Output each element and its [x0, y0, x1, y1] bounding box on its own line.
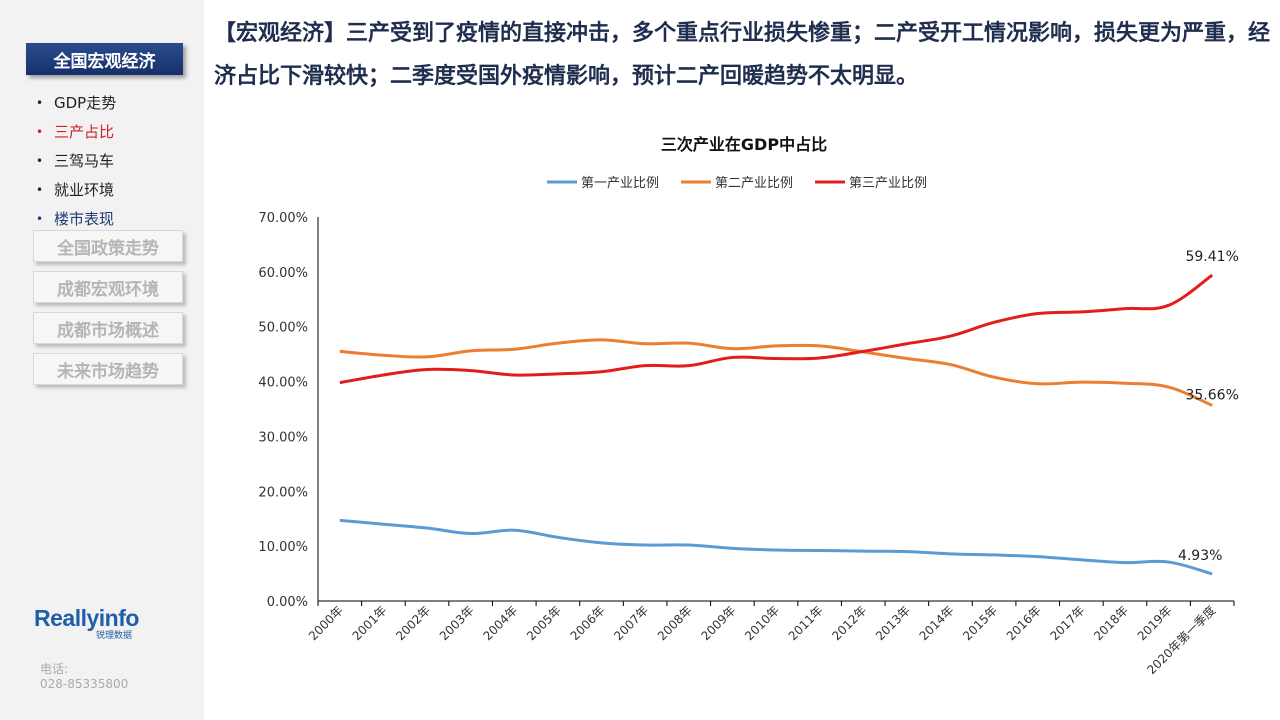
logo-subtext: 锐理数据 — [96, 631, 133, 641]
sub-nav-label: 三驾马车 — [54, 152, 115, 170]
sub-nav-item-industry-share[interactable]: • 三产占比 — [36, 117, 116, 146]
y-tick-label: 10.00% — [258, 540, 308, 555]
data-labels: 4.93% 35.66% 59.41% — [1178, 249, 1239, 564]
x-axis: 2000年 2001年 2002年 2003年 2004年 2005年 2006年 2007年… — [306, 600, 1235, 677]
end-data-label: 35.66% — [1185, 387, 1238, 403]
bullet-icon: • — [36, 211, 44, 226]
y-tick-label: 40.00% — [258, 376, 308, 391]
chart-legend: 第一产业比例 第二产业比例 第三产业比例 — [547, 176, 927, 191]
x-tick-label: 2010年 — [742, 603, 782, 643]
legend-label: 第一产业比例 — [581, 176, 659, 191]
page-headline: 【宏观经济】三产受到了疫情的直接冲击，多个重点行业损失惨重；二产受开工情况影响，… — [214, 21, 1271, 89]
x-tick-label: 2011年 — [786, 603, 826, 643]
x-tick-label: 2001年 — [350, 603, 390, 643]
x-tick-label: 2002年 — [393, 603, 433, 643]
sub-nav-label: 楼市表现 — [54, 210, 115, 228]
series-lines — [339, 273, 1214, 576]
chart-title: 三次产业在GDP中占比 — [661, 135, 827, 154]
y-tick-label: 60.00% — [258, 266, 308, 281]
sub-nav-label: 就业环境 — [54, 181, 115, 199]
sub-nav-list: • GDP走势 • 三产占比 • 三驾马车 • 就业环境 • 楼市表现 — [36, 88, 116, 233]
nav-section-chengdu-market[interactable]: 成都市场概述 — [33, 312, 183, 344]
x-tick-label: 2016年 — [1004, 603, 1044, 643]
contact-info: 电话: 028-85335800 — [40, 662, 128, 692]
x-tick-label: 2017年 — [1047, 603, 1087, 643]
x-tick-label: 2018年 — [1091, 603, 1131, 643]
end-data-label: 59.41% — [1185, 249, 1238, 265]
y-axis: 0.00% 10.00% 20.00% 30.00% 40.00% 50.00% 60.00… — [258, 211, 319, 610]
x-tick-label: 2004年 — [480, 603, 520, 643]
x-tick-label: 2012年 — [829, 603, 869, 643]
sub-nav-label: 三产占比 — [54, 123, 115, 141]
nav-section-national-macro[interactable]: 全国宏观经济 — [26, 43, 183, 75]
secondary-industry-line — [339, 338, 1213, 407]
bullet-icon: • — [36, 153, 44, 168]
sub-nav-item-gdp[interactable]: • GDP走势 — [36, 88, 116, 117]
bullet-icon: • — [36, 124, 44, 139]
nav-section-national-policy[interactable]: 全国政策走势 — [33, 230, 183, 262]
sub-nav-item-property[interactable]: • 楼市表现 — [36, 204, 116, 233]
y-tick-label: 70.00% — [258, 211, 308, 226]
end-data-label: 4.93% — [1178, 548, 1222, 564]
primary-industry-line — [339, 518, 1213, 576]
x-tick-label: 2006年 — [568, 603, 608, 643]
x-tick-label: 2007年 — [611, 603, 651, 643]
contact-label: 电话: — [40, 662, 69, 676]
x-tick-label: 2008年 — [655, 603, 695, 643]
y-tick-label: 50.00% — [258, 321, 308, 336]
x-tick-label: 2019年 — [1135, 603, 1175, 643]
sub-nav-label: GDP走势 — [54, 94, 117, 112]
nav-section-future-trend[interactable]: 未来市场趋势 — [33, 353, 183, 385]
y-tick-label: 20.00% — [258, 485, 308, 500]
logo-text: Reallyinfo — [34, 605, 139, 631]
x-tick-label: 2013年 — [873, 603, 913, 643]
x-tick-label: 2015年 — [960, 603, 1000, 643]
x-tick-label: 2000年 — [306, 603, 346, 643]
sub-nav-item-troika[interactable]: • 三驾马车 — [36, 146, 116, 175]
sub-nav-item-employment[interactable]: • 就业环境 — [36, 175, 116, 204]
tertiary-industry-line — [339, 273, 1214, 385]
bullet-icon: • — [36, 182, 44, 197]
x-tick-label: 2005年 — [524, 603, 564, 643]
x-tick-label: 2003年 — [437, 603, 477, 643]
industry-share-line-chart: 三次产业在GDP中占比 第一产业比例 第二产业比例 第三产业比例 0.00% 10.0… — [258, 135, 1239, 677]
nav-section-chengdu-macro[interactable]: 成都宏观环境 — [33, 271, 183, 303]
legend-label: 第三产业比例 — [849, 176, 927, 191]
legend-label: 第二产业比例 — [715, 176, 793, 191]
bullet-icon: • — [36, 95, 44, 110]
sidebar: 全国宏观经济 • GDP走势 • 三产占比 • 三驾马车 • 就业环境 • 楼市表现 全国… — [0, 0, 204, 720]
contact-phone: 028-85335800 — [40, 677, 129, 691]
y-tick-label: 0.00% — [267, 595, 308, 610]
y-tick-label: 30.00% — [258, 430, 308, 445]
x-tick-label: 2009年 — [699, 603, 739, 643]
company-logo: Reallyinfo 锐理数据 — [34, 606, 139, 641]
x-tick-label: 2014年 — [917, 603, 957, 643]
